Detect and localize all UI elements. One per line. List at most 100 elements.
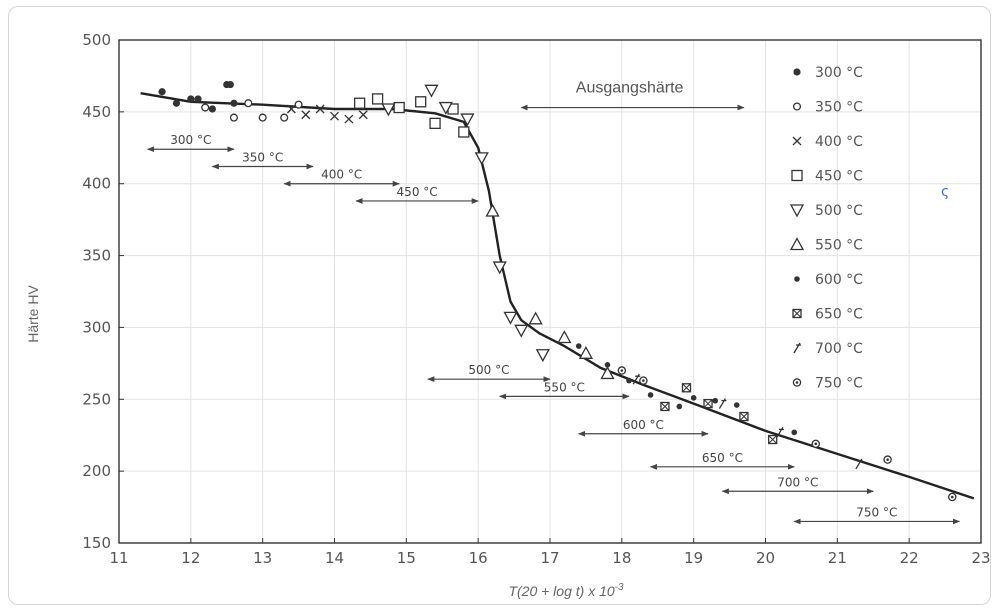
- range-350c: 350 °C: [211, 150, 314, 170]
- data-point: [535, 349, 550, 363]
- data-point: [503, 311, 518, 325]
- legend-marker: [789, 237, 805, 251]
- data-point: [557, 330, 572, 344]
- series-450c: [353, 93, 470, 138]
- legend-item: 500 °C: [789, 203, 863, 219]
- range-label: 300 °C: [170, 133, 211, 147]
- range-label: 700 °C: [777, 475, 818, 489]
- data-point: [733, 402, 740, 408]
- legend-label: 700 °C: [815, 341, 863, 357]
- series-750c: [617, 366, 957, 502]
- x-axis-title-exponent: -3: [615, 582, 624, 593]
- legend-item: 350 °C: [792, 100, 863, 116]
- x-axis-title: T(20 + log t) x 10-3: [508, 582, 624, 599]
- stray-mark: ς: [941, 184, 949, 200]
- range-650c: 650 °C: [649, 451, 795, 470]
- y-tick-label: 200: [82, 462, 111, 480]
- range-450c: 450 °C: [355, 185, 479, 204]
- chart-frame: [8, 6, 991, 605]
- legend-marker: [793, 342, 801, 354]
- x-tick-label: 23: [971, 549, 990, 567]
- range-label: 600 °C: [623, 418, 664, 432]
- range-label: 650 °C: [702, 451, 743, 465]
- data-points: [158, 80, 957, 502]
- legend: 300 °C 350 °C 400 °C 450 °C 500 °C 550 °C 600 …: [789, 65, 863, 392]
- data-point: [883, 455, 892, 464]
- legend-label: 550 °C: [815, 238, 863, 254]
- legend-label: 450 °C: [815, 169, 863, 185]
- series-650c: [660, 383, 778, 445]
- data-point: [948, 492, 957, 502]
- y-tick-label: 400: [82, 175, 111, 193]
- legend-marker: [792, 308, 802, 319]
- x-tick-label: 16: [469, 549, 488, 567]
- data-point: [208, 105, 216, 113]
- legend-label: 400 °C: [815, 134, 863, 150]
- data-point: [639, 376, 648, 385]
- data-point: [681, 383, 692, 393]
- range-label: 350 °C: [242, 150, 283, 164]
- range-300c: 300 °C: [147, 133, 235, 153]
- legend-item: 700 °C: [793, 341, 863, 357]
- data-point: [485, 203, 500, 217]
- x-tick-label: 18: [612, 549, 631, 567]
- series-300c: [158, 80, 238, 113]
- data-point: [438, 101, 453, 115]
- legend-marker: [792, 102, 802, 111]
- series-350c: [201, 99, 303, 122]
- data-point: [226, 80, 234, 89]
- y-axis-ticks: 150 200 250 300 350 400 450 500: [82, 31, 124, 552]
- x-tick-label: 14: [325, 549, 344, 567]
- y-tick-label: 500: [82, 31, 111, 49]
- data-point: [415, 96, 427, 108]
- legend-marker: [789, 204, 805, 218]
- legend-marker: [792, 136, 802, 146]
- data-point: [632, 373, 641, 385]
- data-point: [230, 99, 238, 107]
- series-500c: [381, 84, 550, 363]
- data-point: [676, 403, 683, 410]
- data-point: [258, 113, 267, 122]
- data-point: [315, 104, 325, 114]
- legend-label: 500 °C: [815, 203, 863, 219]
- y-tick-label: 250: [82, 390, 111, 408]
- range-550c: 550 °C: [498, 380, 630, 400]
- y-axis-title: Härte HV: [25, 285, 41, 343]
- data-point: [647, 392, 654, 398]
- data-point: [617, 366, 627, 375]
- data-point: [600, 366, 615, 380]
- data-point: [739, 411, 749, 422]
- data-point: [626, 377, 632, 384]
- legend-item: 450 °C: [791, 169, 863, 185]
- data-point: [528, 311, 543, 325]
- y-tick-label: 450: [82, 103, 111, 121]
- data-point: [158, 88, 166, 96]
- legend-item: 600 °C: [794, 272, 863, 288]
- legend-item: 650 °C: [792, 307, 863, 323]
- x-tick-label: 22: [900, 549, 919, 567]
- x-axis-ticks: 11 12 13 14 15 16 17 18 19 20 21 22 23: [109, 538, 991, 567]
- legend-label: 650 °C: [815, 307, 863, 323]
- x-tick-label: 11: [109, 549, 128, 567]
- data-point: [768, 434, 778, 445]
- temperature-ranges: 300 °C 350 °C 400 °C 450 °C 500 °C 550 °C 600 …: [147, 133, 961, 525]
- data-point: [791, 429, 798, 436]
- legend-label: 600 °C: [815, 272, 863, 288]
- data-point: [201, 103, 210, 112]
- data-point: [429, 117, 441, 130]
- data-point: [703, 398, 713, 409]
- data-point: [187, 95, 195, 103]
- x-tick-label: 17: [540, 549, 559, 567]
- range-500c: 500 °C: [427, 363, 551, 383]
- x-tick-label: 13: [253, 549, 272, 567]
- x-axis-title-base: T(20 + log t) x 10: [508, 583, 614, 599]
- legend-item: 300 °C: [793, 65, 863, 81]
- range-700c: 700 °C: [721, 475, 874, 495]
- data-point: [492, 261, 507, 275]
- x-tick-label: 21: [828, 549, 847, 567]
- range-label: 400 °C: [321, 168, 362, 182]
- x-tick-label: 20: [756, 549, 775, 567]
- data-point: [811, 439, 821, 449]
- fit-curve: [140, 92, 975, 500]
